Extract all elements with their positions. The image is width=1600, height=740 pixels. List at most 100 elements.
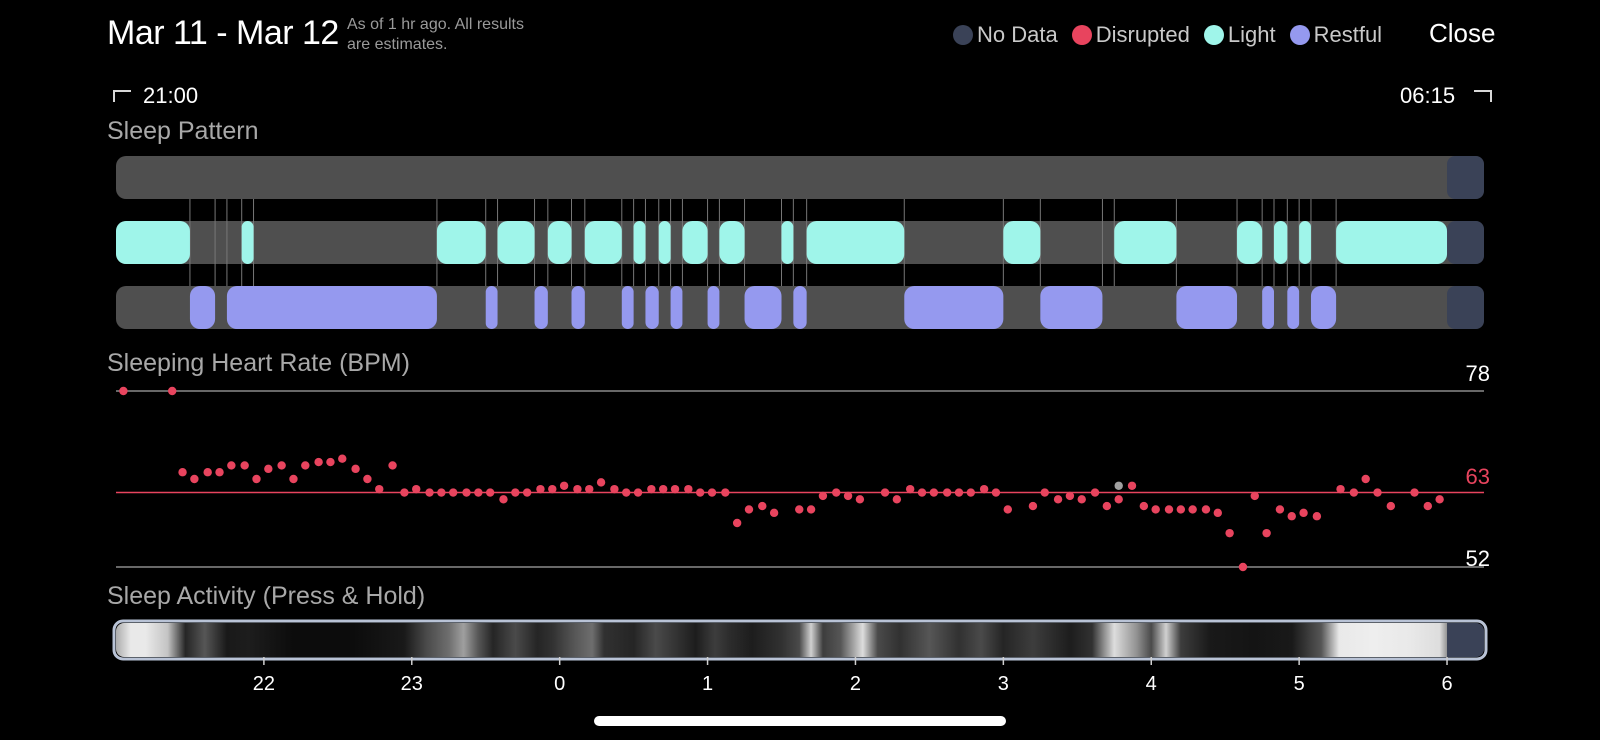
heart-rate-point	[832, 488, 841, 497]
heart-rate-point	[1201, 505, 1211, 514]
heart-rate-max-label: 78	[1465, 361, 1490, 386]
heart-rate-point	[966, 488, 976, 497]
light-segment	[116, 221, 190, 264]
heart-rate-point	[1164, 505, 1174, 514]
heart-rate-point	[462, 488, 471, 497]
heart-rate-point	[744, 505, 754, 514]
activity-no-data-segment	[1447, 623, 1484, 657]
heart-rate-point	[769, 508, 779, 518]
sleep-pattern-chart	[116, 156, 1484, 329]
heart-rate-point	[190, 474, 199, 484]
heart-rate-point	[917, 488, 927, 497]
light-segment	[584, 221, 622, 264]
heart-rate-point	[264, 464, 273, 474]
heart-rate-point	[1435, 495, 1444, 504]
sleep-activity-chart[interactable]	[112, 619, 1488, 661]
no-data-segment	[1447, 286, 1484, 329]
heart-rate-point	[707, 488, 717, 497]
heart-rate-point	[227, 461, 236, 470]
close-button[interactable]: Close	[1429, 18, 1496, 48]
heart-rate-point	[1053, 495, 1063, 504]
axis-tick-label: 4	[1146, 673, 1157, 695]
no-data-segment	[1447, 156, 1484, 199]
light-segment	[658, 221, 671, 264]
restful-segment	[670, 286, 683, 329]
estimate-note: As of 1 hr ago. All results are estimate…	[347, 15, 524, 55]
restful-segment	[534, 286, 548, 329]
heart-rate-point	[1003, 505, 1012, 514]
heart-rate-point	[732, 518, 742, 528]
legend-item-restful: Restful	[1289, 22, 1382, 48]
range-end-time: 06:15	[1400, 83, 1456, 108]
restful-segment	[793, 286, 807, 329]
restful-segment	[1287, 286, 1300, 329]
heart-rate-point	[670, 484, 680, 494]
heart-rate-point	[880, 488, 890, 497]
restful-segment	[1262, 286, 1274, 329]
heart-rate-point	[289, 474, 298, 484]
heart-rate-point	[818, 491, 828, 501]
heart-rate-point	[721, 488, 730, 497]
date-range-title: Mar 11 - Mar 12	[107, 14, 339, 52]
heart-rate-point	[499, 495, 508, 504]
restful-segment	[1176, 286, 1238, 329]
heart-rate-point	[1275, 505, 1285, 514]
heart-rate-point-unreliable	[1114, 481, 1123, 490]
heart-rate-point	[585, 484, 594, 494]
heart-rate-point	[1361, 474, 1370, 484]
heart-rate-point	[301, 461, 310, 470]
heart-rate-point	[474, 488, 483, 497]
light-segment	[682, 221, 708, 264]
heart-rate-point	[1312, 512, 1322, 521]
restful-segment	[904, 286, 1004, 329]
heart-rate-avg-label: 63	[1465, 464, 1490, 489]
legend: No Data Disrupted Light Restful	[953, 20, 1396, 50]
sleep-activity-heading: Sleep Activity (Press & Hold)	[107, 582, 426, 610]
axis-tick-label: 22	[253, 673, 275, 695]
axis-tick-label: 23	[401, 673, 423, 695]
axis-tick-label: 1	[702, 673, 713, 695]
heart-rate-heading: Sleeping Heart Rate (BPM)	[107, 349, 410, 377]
legend-label: No Data	[977, 22, 1058, 47]
heart-rate-point	[596, 478, 606, 487]
heart-rate-point	[1176, 505, 1186, 514]
axis-tick-label: 2	[850, 673, 861, 695]
heart-rate-point	[892, 495, 902, 504]
heart-rate-point	[1213, 508, 1222, 518]
no-data-segment	[1447, 221, 1484, 264]
heart-rate-point	[351, 464, 360, 474]
light-segment	[1273, 221, 1288, 264]
legend-item-no-data: No Data	[953, 22, 1058, 48]
light-segment	[806, 221, 905, 264]
light-segment	[547, 221, 572, 264]
restful-dot-icon	[1289, 25, 1310, 45]
range-end-bracket-icon	[1474, 90, 1492, 102]
heart-rate-point	[314, 457, 323, 467]
restful-segment	[1310, 286, 1337, 329]
heart-rate-point	[1238, 562, 1248, 572]
heart-rate-point	[215, 468, 224, 477]
heart-rate-point	[485, 488, 495, 497]
light-dot-icon	[1203, 25, 1224, 45]
home-indicator[interactable]	[594, 716, 1006, 726]
light-segment	[497, 221, 535, 264]
heart-rate-point	[684, 484, 693, 494]
heart-rate-point	[511, 488, 520, 497]
heart-rate-point	[536, 484, 545, 494]
light-segment	[1003, 221, 1041, 264]
heart-rate-point	[1250, 491, 1259, 501]
heart-rate-point	[400, 488, 409, 497]
heart-rate-point	[425, 488, 434, 497]
heart-rate-point	[1336, 484, 1345, 494]
heart-rate-point	[1028, 501, 1038, 511]
heart-rate-point	[1127, 481, 1137, 490]
light-segment	[1299, 221, 1311, 264]
heart-rate-point	[338, 454, 347, 463]
heart-rate-point	[843, 491, 853, 501]
heart-rate-point	[178, 468, 187, 477]
activity-heatmap-bar[interactable]	[116, 623, 1484, 657]
heart-rate-point	[942, 488, 952, 497]
heart-rate-point	[448, 488, 458, 497]
heart-rate-point	[559, 481, 569, 490]
heart-rate-point	[954, 488, 964, 497]
